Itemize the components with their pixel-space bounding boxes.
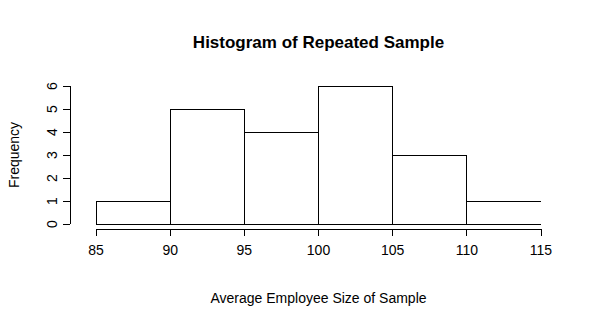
y-tick-label: 4	[44, 128, 60, 136]
x-tick	[318, 229, 319, 236]
y-tick-label: 2	[44, 174, 60, 182]
x-tick-label: 95	[237, 242, 253, 258]
x-tick-label: 110	[456, 242, 479, 258]
x-tick	[541, 229, 542, 236]
bar	[170, 109, 244, 224]
y-tick-label: 5	[44, 105, 60, 113]
bar	[244, 132, 318, 224]
bars	[96, 86, 541, 224]
y-tick	[63, 178, 70, 179]
y-tick	[63, 155, 70, 156]
x-axis-label: Average Employee Size of Sample	[210, 290, 426, 306]
y-tick-label: 0	[44, 220, 60, 228]
y-tick-label: 3	[44, 151, 60, 159]
bar	[467, 201, 541, 224]
y-tick-label: 1	[44, 197, 60, 205]
y-tick	[63, 109, 70, 110]
x-tick	[392, 229, 393, 236]
title: Histogram of Repeated Sample	[193, 33, 444, 52]
y-tick	[63, 224, 70, 225]
y-tick	[63, 132, 70, 133]
chart: Histogram of Repeated Sample859095100105…	[0, 0, 600, 328]
x-tick-label: 105	[381, 242, 405, 258]
y-tick	[63, 86, 70, 87]
y-tick-label: 6	[44, 82, 60, 90]
x-tick	[244, 229, 245, 236]
y-axis-label: Frequency	[6, 122, 22, 188]
x-tick-label: 90	[162, 242, 178, 258]
bar	[319, 86, 393, 224]
x-tick-label: 85	[88, 242, 104, 258]
x-tick	[170, 229, 171, 236]
bar	[96, 201, 170, 224]
y-tick	[63, 201, 70, 202]
x-tick	[466, 229, 467, 236]
x-tick-label: 100	[307, 242, 331, 258]
x-tick	[96, 229, 97, 236]
bar	[393, 155, 467, 224]
background	[0, 0, 600, 328]
x-tick-label: 115	[530, 242, 553, 258]
